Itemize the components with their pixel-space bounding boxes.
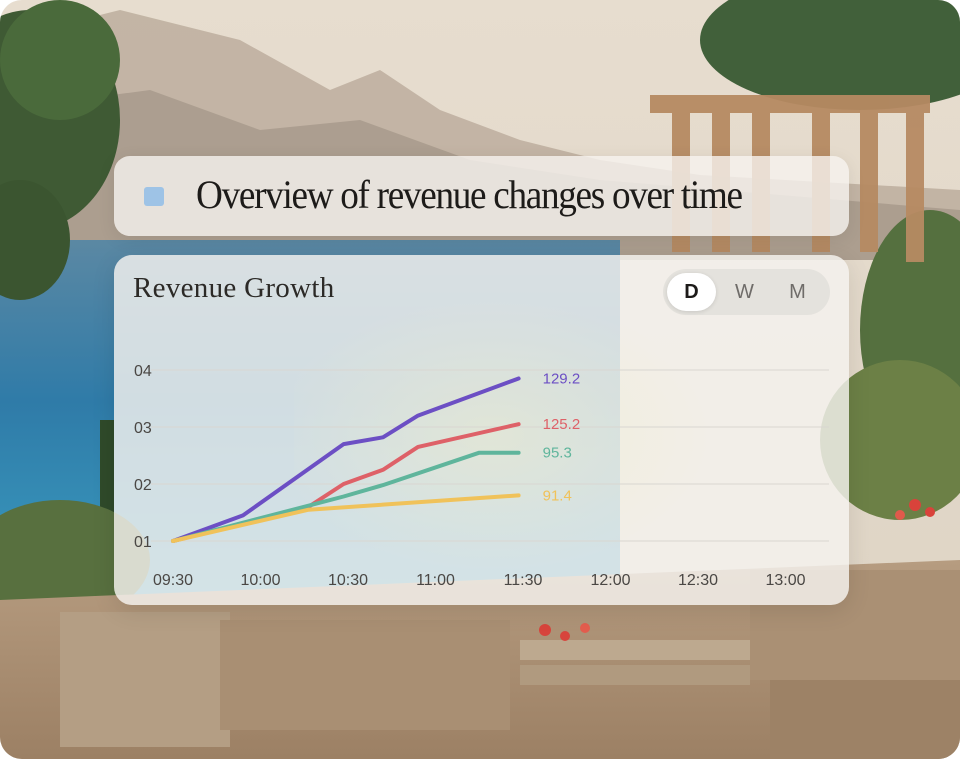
series-line-3	[171, 450, 521, 543]
y-tick-label: 03	[134, 420, 152, 437]
x-tick-label: 12:00	[590, 572, 630, 589]
series-end-label: 95.3	[543, 445, 572, 462]
x-tick-label: 11:30	[504, 572, 543, 589]
chart-title: Revenue Growth	[133, 272, 335, 304]
series-end-label: 91.4	[543, 487, 572, 504]
time-range-toggle: D W M	[663, 269, 830, 315]
range-day-button[interactable]: D	[667, 273, 716, 311]
range-month-button[interactable]: M	[789, 280, 806, 303]
y-tick-label: 01	[134, 534, 152, 551]
x-tick-label: 12:30	[678, 572, 718, 589]
x-tick-label: 11:00	[416, 572, 455, 589]
y-tick-label: 04	[134, 363, 152, 380]
series-line-4	[171, 493, 521, 543]
x-tick-label: 10:00	[240, 572, 280, 589]
series-line-1	[171, 376, 521, 543]
line-chart: 01 02 03 04 09:30 10:00 10:30 11:00 11:30 12:00 12…	[134, 363, 829, 589]
chart-card: Revenue Growth D W M 01 02 03 04 09:30 10:00 1…	[114, 255, 849, 605]
title-card: Overview of revenue changes over time	[114, 156, 849, 236]
series-end-label: 129.2	[543, 371, 581, 388]
title-square-icon	[144, 187, 164, 206]
series-end-label: 125.2	[543, 416, 581, 433]
range-week-button[interactable]: W	[735, 280, 754, 303]
x-tick-label: 13:00	[765, 572, 805, 589]
x-tick-label: 09:30	[153, 572, 193, 589]
x-tick-label: 10:30	[328, 572, 368, 589]
y-tick-label: 02	[134, 477, 152, 494]
page-title: Overview of revenue changes over time	[196, 172, 743, 217]
